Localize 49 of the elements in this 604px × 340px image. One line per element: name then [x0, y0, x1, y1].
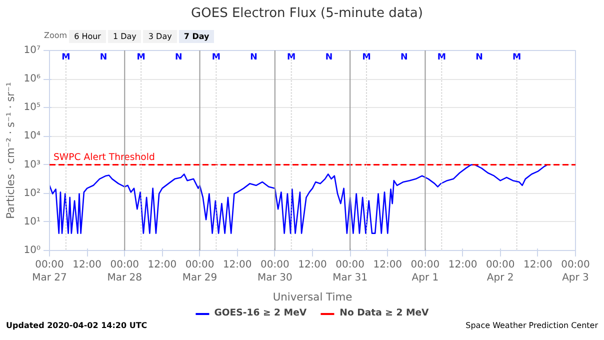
annotation: N [325, 52, 333, 63]
x-tick-label: 00:00 Mar 31 [332, 260, 368, 284]
x-tick-label: 12:00 [222, 260, 252, 270]
legend-label: GOES-16 ≥ 2 MeV [214, 308, 307, 318]
y-tick-label: 10⁶ [24, 74, 40, 85]
picture-zoom-button: 1 Day [108, 30, 142, 44]
x-tick-label: 12:00 [298, 260, 327, 270]
text: Updated 2020-04-02 14:20 UTC [6, 320, 148, 332]
chart-title: GOES Electron Flux (5-minute data) [191, 5, 423, 23]
x-tick-label: 12:00 [72, 260, 102, 270]
x-tick-label: 12:00 [448, 260, 478, 270]
y-tick-label: 10¹ [24, 216, 40, 228]
y-tick-label: 10⁷ [24, 45, 40, 56]
y-tick-label: 10³ [24, 159, 40, 170]
annotation: N [476, 52, 483, 63]
x-tick-label: 00:00 Mar 27 [32, 260, 67, 284]
picture-zoom-button: 6 Hour [69, 30, 106, 44]
picture-zoom-button: 7 Day [178, 30, 214, 44]
annotation: M [62, 52, 70, 63]
annotation: M [136, 52, 146, 63]
y-tick-label: 10⁵ [24, 102, 40, 114]
text: Zoom [44, 31, 68, 40]
ref-line-label: SWPC Alert Threshold [54, 152, 155, 163]
annotation: N [100, 52, 108, 63]
x-tick-label: 00:00 Mar 29 [182, 260, 218, 284]
annotation: M [362, 52, 371, 63]
x-axis-title: Universal Time [272, 290, 352, 304]
annotation: N [175, 52, 182, 63]
legend-label: No Data ≥ 2 MeV [340, 308, 429, 318]
x-tick-label: 00:00 Apr 3 [561, 260, 590, 284]
annotation: N [250, 52, 258, 63]
x-tick-label: 00:00 Apr 2 [486, 260, 515, 284]
annotation: N [400, 52, 408, 63]
y-axis-title: Particles · cm⁻² · s⁻¹ · sr⁻¹ [4, 82, 17, 219]
x-tick-label: 12:00 [148, 260, 177, 270]
x-tick-label: 00:00 Mar 28 [107, 260, 142, 284]
x-tick-label: 00:00 Apr 1 [410, 260, 440, 284]
y-tick-label: 10⁴ [24, 130, 40, 142]
annotation: M [212, 52, 221, 63]
annotation: M [437, 52, 446, 63]
x-tick-label: 12:00 [373, 260, 402, 270]
x-tick-label: 00:00 Mar 30 [258, 260, 292, 284]
annotation: M [287, 52, 296, 63]
annotation: M [512, 52, 522, 63]
picture-zoom-button: 3 Day [143, 30, 177, 44]
y-tick-label: 10⁰ [24, 245, 40, 256]
x-tick-label: 12:00 [524, 260, 552, 270]
text: Space Weather Prediction Center [466, 320, 598, 332]
y-tick-label: 10² [24, 188, 40, 199]
